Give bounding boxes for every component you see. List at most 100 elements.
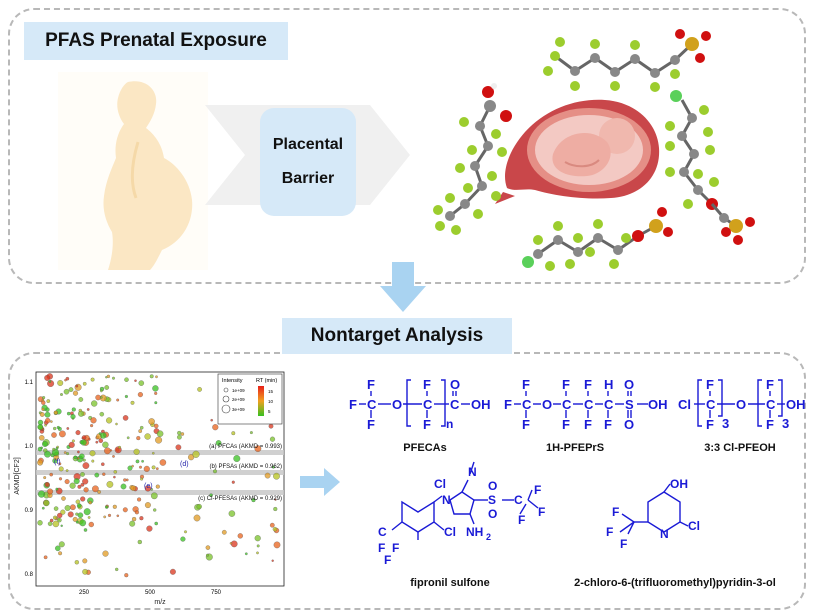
scatter-point	[37, 459, 44, 466]
scatter-point	[44, 374, 51, 381]
scatter-point	[112, 376, 115, 380]
scatter-point	[130, 400, 135, 405]
svg-text:H: H	[604, 377, 613, 392]
svg-text:F: F	[367, 417, 375, 432]
scatter-point	[60, 524, 63, 527]
scatter-point	[148, 418, 155, 425]
scatter-point	[256, 551, 259, 555]
scatter-point	[99, 411, 105, 417]
compound-name-1h-pfeprs: 1H-PFEPrS	[545, 442, 605, 454]
scatter-point	[139, 465, 142, 469]
scatter-point	[221, 529, 227, 535]
scatter-point	[209, 493, 213, 497]
scatter-point	[231, 431, 236, 436]
svg-text:F: F	[423, 377, 431, 392]
scatter-point	[205, 545, 211, 550]
scatter-point	[156, 430, 164, 437]
scatter-point	[141, 459, 144, 463]
scatter-point	[55, 545, 61, 552]
scatter-point	[58, 466, 64, 472]
scatter-point	[86, 408, 90, 411]
scatter-point	[95, 440, 99, 444]
scatter-point	[47, 521, 53, 527]
akmd-scatter-plot: AKMD[CF2] m/z 1.1 1.0 0.9 0.8 250 500 75…	[14, 371, 285, 606]
scatter-point	[43, 555, 48, 560]
scatter-point	[271, 465, 275, 469]
scatter-point	[140, 477, 144, 481]
scatter-point	[269, 436, 276, 442]
scatter-point	[70, 414, 76, 420]
svg-text:C: C	[450, 397, 460, 412]
scatter-point	[102, 441, 109, 448]
scatter-point	[75, 430, 81, 436]
scatter-point	[249, 431, 253, 435]
scatter-point	[155, 436, 163, 444]
svg-text:Cl: Cl	[444, 525, 456, 539]
scatter-point	[112, 455, 115, 458]
svg-text:O: O	[624, 377, 634, 392]
scatter-point	[77, 512, 84, 518]
scatter-point	[77, 457, 80, 460]
scatter-point	[50, 420, 53, 423]
scatter-point	[65, 469, 69, 472]
scatter-point	[75, 520, 79, 524]
svg-text:N: N	[660, 527, 669, 541]
scatter-point	[80, 439, 87, 446]
structure-1h-pfeprs-oh: OH	[648, 397, 668, 412]
scatter-point	[109, 449, 113, 452]
exposure-title: PFAS Prenatal Exposure	[24, 22, 288, 60]
scatter-point	[269, 522, 275, 528]
analysis-title: Nontarget Analysis	[282, 318, 512, 354]
scatter-point	[41, 407, 45, 411]
scatter-point	[46, 399, 51, 403]
scatter-point	[139, 425, 144, 430]
scatter-point	[58, 541, 65, 548]
svg-text:F: F	[522, 417, 530, 432]
svg-text:3: 3	[722, 416, 729, 431]
scatter-point	[233, 455, 241, 462]
scatter-point	[72, 390, 79, 396]
fetus-in-womb-illustration	[495, 99, 660, 204]
svg-text:Cl: Cl	[678, 397, 691, 412]
scatter-point	[254, 535, 261, 542]
scatter-point	[66, 427, 70, 430]
scatter-point	[131, 516, 137, 522]
scatter-point	[272, 526, 278, 532]
point-tag-e: (e)	[144, 483, 153, 490]
scatter-point	[134, 510, 139, 515]
legend-rt-10: 10	[268, 399, 274, 404]
svg-text:F: F	[522, 377, 530, 392]
scatter-point	[80, 482, 85, 487]
svg-text:F: F	[367, 377, 375, 392]
scatter-point	[175, 444, 182, 451]
scatter-point	[39, 412, 45, 417]
svg-text:C: C	[367, 397, 377, 412]
scatter-point	[210, 418, 213, 422]
scatter-point	[138, 429, 143, 433]
y-tick-1: 1.1	[25, 380, 34, 386]
svg-text:O: O	[450, 377, 460, 392]
scatter-point	[244, 552, 248, 556]
svg-text:F: F	[562, 377, 570, 392]
svg-text:F: F	[620, 537, 627, 551]
scatter-point	[143, 465, 150, 472]
scatter-point	[79, 519, 87, 527]
scatter-point	[127, 465, 133, 471]
scatter-point	[136, 436, 141, 441]
svg-text:Cl: Cl	[688, 519, 700, 533]
point-tag-d: (d)	[180, 461, 189, 468]
down-arrow	[380, 262, 426, 312]
scatter-point	[53, 410, 58, 415]
scatter-point	[137, 392, 143, 398]
svg-text:F: F	[606, 525, 613, 539]
scatter-point	[44, 482, 50, 488]
svg-text:C: C	[562, 397, 572, 412]
scatter-point	[177, 430, 182, 436]
y-axis-label: AKMD[CF2]	[14, 457, 21, 494]
scatter-point	[150, 492, 158, 500]
scatter-point	[137, 539, 142, 545]
placental-barrier-box: Placental Barrier	[260, 108, 356, 216]
legend-rt-5: 5	[268, 409, 271, 414]
scatter-point	[56, 425, 60, 430]
scatter-point	[112, 504, 117, 509]
